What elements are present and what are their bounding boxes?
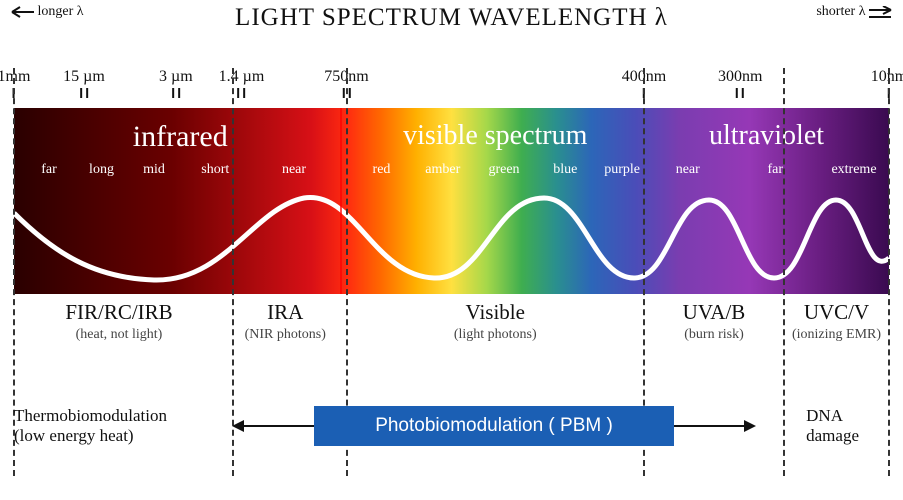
subband-label: purple xyxy=(604,162,640,178)
pbm-group: Photobiomodulation ( PBM ) xyxy=(234,406,754,452)
tick: 10nm xyxy=(871,68,903,98)
pbm-box: Photobiomodulation ( PBM ) xyxy=(314,406,674,446)
note-thermo-l2: (low energy heat) xyxy=(14,426,167,446)
region-label: visible spectrum xyxy=(347,120,645,152)
category-block: Visible(light photons) xyxy=(454,300,537,343)
subband-label: short xyxy=(201,162,229,178)
note-dna-l1: DNA xyxy=(806,406,859,426)
subband-label: near xyxy=(282,162,306,178)
arrow-shorter: shorter λ xyxy=(816,4,895,20)
dash-line xyxy=(783,68,785,476)
region-label: ultraviolet xyxy=(644,120,889,152)
subband-label: near xyxy=(676,162,700,178)
tick: 1.4 µm xyxy=(219,68,265,98)
spectrum-diagram: longer λ LIGHT SPECTRUM WAVELENGTH λ sho… xyxy=(0,0,903,500)
pbm-arrow-left-icon xyxy=(234,425,314,427)
note-thermo: Thermobiomodulation (low energy heat) xyxy=(14,406,167,446)
category-block: UVA/B(burn risk) xyxy=(683,300,746,343)
visible-boundary-marker xyxy=(340,108,342,294)
note-dna: DNA damage xyxy=(806,406,859,446)
subband-label: far xyxy=(41,162,57,178)
title: LIGHT SPECTRUM WAVELENGTH λ xyxy=(0,4,903,32)
subband-label: long xyxy=(89,162,114,178)
tick: 3 µm xyxy=(159,68,193,98)
tick: 1mm xyxy=(0,68,30,98)
subband-label: mid xyxy=(143,162,165,178)
category-block: FIR/RC/IRB(heat, not light) xyxy=(65,300,172,343)
category-block: IRA(NIR photons) xyxy=(245,300,326,343)
wavelength-ticks: 1mm15 µm3 µm1.4 µm750nm400nm300nm10nm xyxy=(14,68,889,108)
subband-label: blue xyxy=(553,162,577,178)
subband-label: far xyxy=(767,162,783,178)
subband-label: green xyxy=(488,162,519,178)
pbm-arrow-right-icon xyxy=(674,425,754,427)
subband-label: red xyxy=(373,162,391,178)
region-label: infrared xyxy=(14,120,347,154)
subband-label: extreme xyxy=(831,162,876,178)
note-thermo-l1: Thermobiomodulation xyxy=(14,406,167,426)
dash-line xyxy=(888,68,890,476)
note-dna-l2: damage xyxy=(806,426,859,446)
subband-label: amber xyxy=(425,162,460,178)
tick: 15 µm xyxy=(63,68,105,98)
tick: 300nm xyxy=(718,68,762,98)
arrow-shorter-label: shorter λ xyxy=(816,4,865,19)
category-block: UVC/V(ionizing EMR) xyxy=(792,300,881,343)
spectrum-band: infraredvisible spectrumultraviolet far l… xyxy=(14,108,889,294)
